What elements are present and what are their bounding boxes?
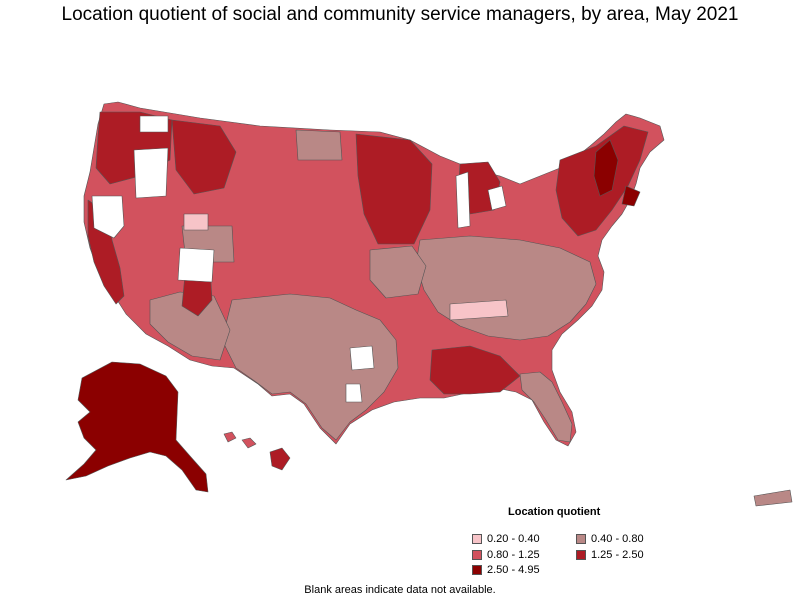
- legend-swatch: [472, 550, 482, 560]
- blank-area-utah: [177, 247, 215, 283]
- alaska: [65, 361, 209, 493]
- legend-item-0-40-0-80: 0.40 - 0.80: [576, 532, 644, 546]
- legend-swatch: [472, 534, 482, 544]
- legend-swatch: [576, 550, 586, 560]
- region-north-dakota: [295, 129, 343, 161]
- blank-area-texas: [349, 345, 375, 371]
- legend-item-0-80-1-25: 0.80 - 1.25: [472, 548, 540, 562]
- region-upper-midwest: [355, 133, 433, 245]
- hawaii-small-islands: [223, 431, 257, 449]
- region-gulf-coast: [429, 345, 521, 395]
- region-vermont-nh: [593, 139, 619, 197]
- legend-label: 1.25 - 2.50: [591, 549, 644, 561]
- region-florida: [519, 371, 573, 443]
- blank-area-illinois-lake: [455, 171, 471, 229]
- legend-label: 0.40 - 0.80: [591, 533, 644, 545]
- blank-area-michigan: [487, 185, 507, 211]
- map-title: Location quotient of social and communit…: [61, 4, 739, 25]
- legend-label: 2.50 - 4.95: [487, 564, 540, 576]
- region-missouri: [369, 245, 427, 299]
- legend-label: 0.20 - 0.40: [487, 533, 540, 545]
- region-maine-coast: [621, 185, 641, 207]
- legend-item-0-20-0-40: 0.20 - 0.40: [472, 532, 540, 546]
- legend-swatch: [576, 534, 586, 544]
- legend-item-1-25-2-50: 1.25 - 2.50: [576, 548, 644, 562]
- legend-swatch: [472, 565, 482, 575]
- blank-area-nevada-north: [91, 195, 125, 239]
- blank-area-oregon: [133, 147, 169, 199]
- legend-label: 0.80 - 1.25: [487, 549, 540, 561]
- hawaii: [269, 447, 291, 471]
- region-southwest-texas: [221, 293, 399, 441]
- puerto-rico: [753, 489, 793, 507]
- blank-area-texas-south: [345, 383, 363, 403]
- blank-area-washington: [139, 115, 169, 133]
- region-utah-north: [183, 213, 209, 231]
- region-idaho-montana: [171, 119, 237, 195]
- legend-title: Location quotient: [508, 506, 601, 518]
- region-kentucky-tennessee: [449, 299, 509, 321]
- footnote: Blank areas indicate data not available.: [304, 584, 496, 596]
- legend-item-2-50-4-95: 2.50 - 4.95: [472, 563, 540, 577]
